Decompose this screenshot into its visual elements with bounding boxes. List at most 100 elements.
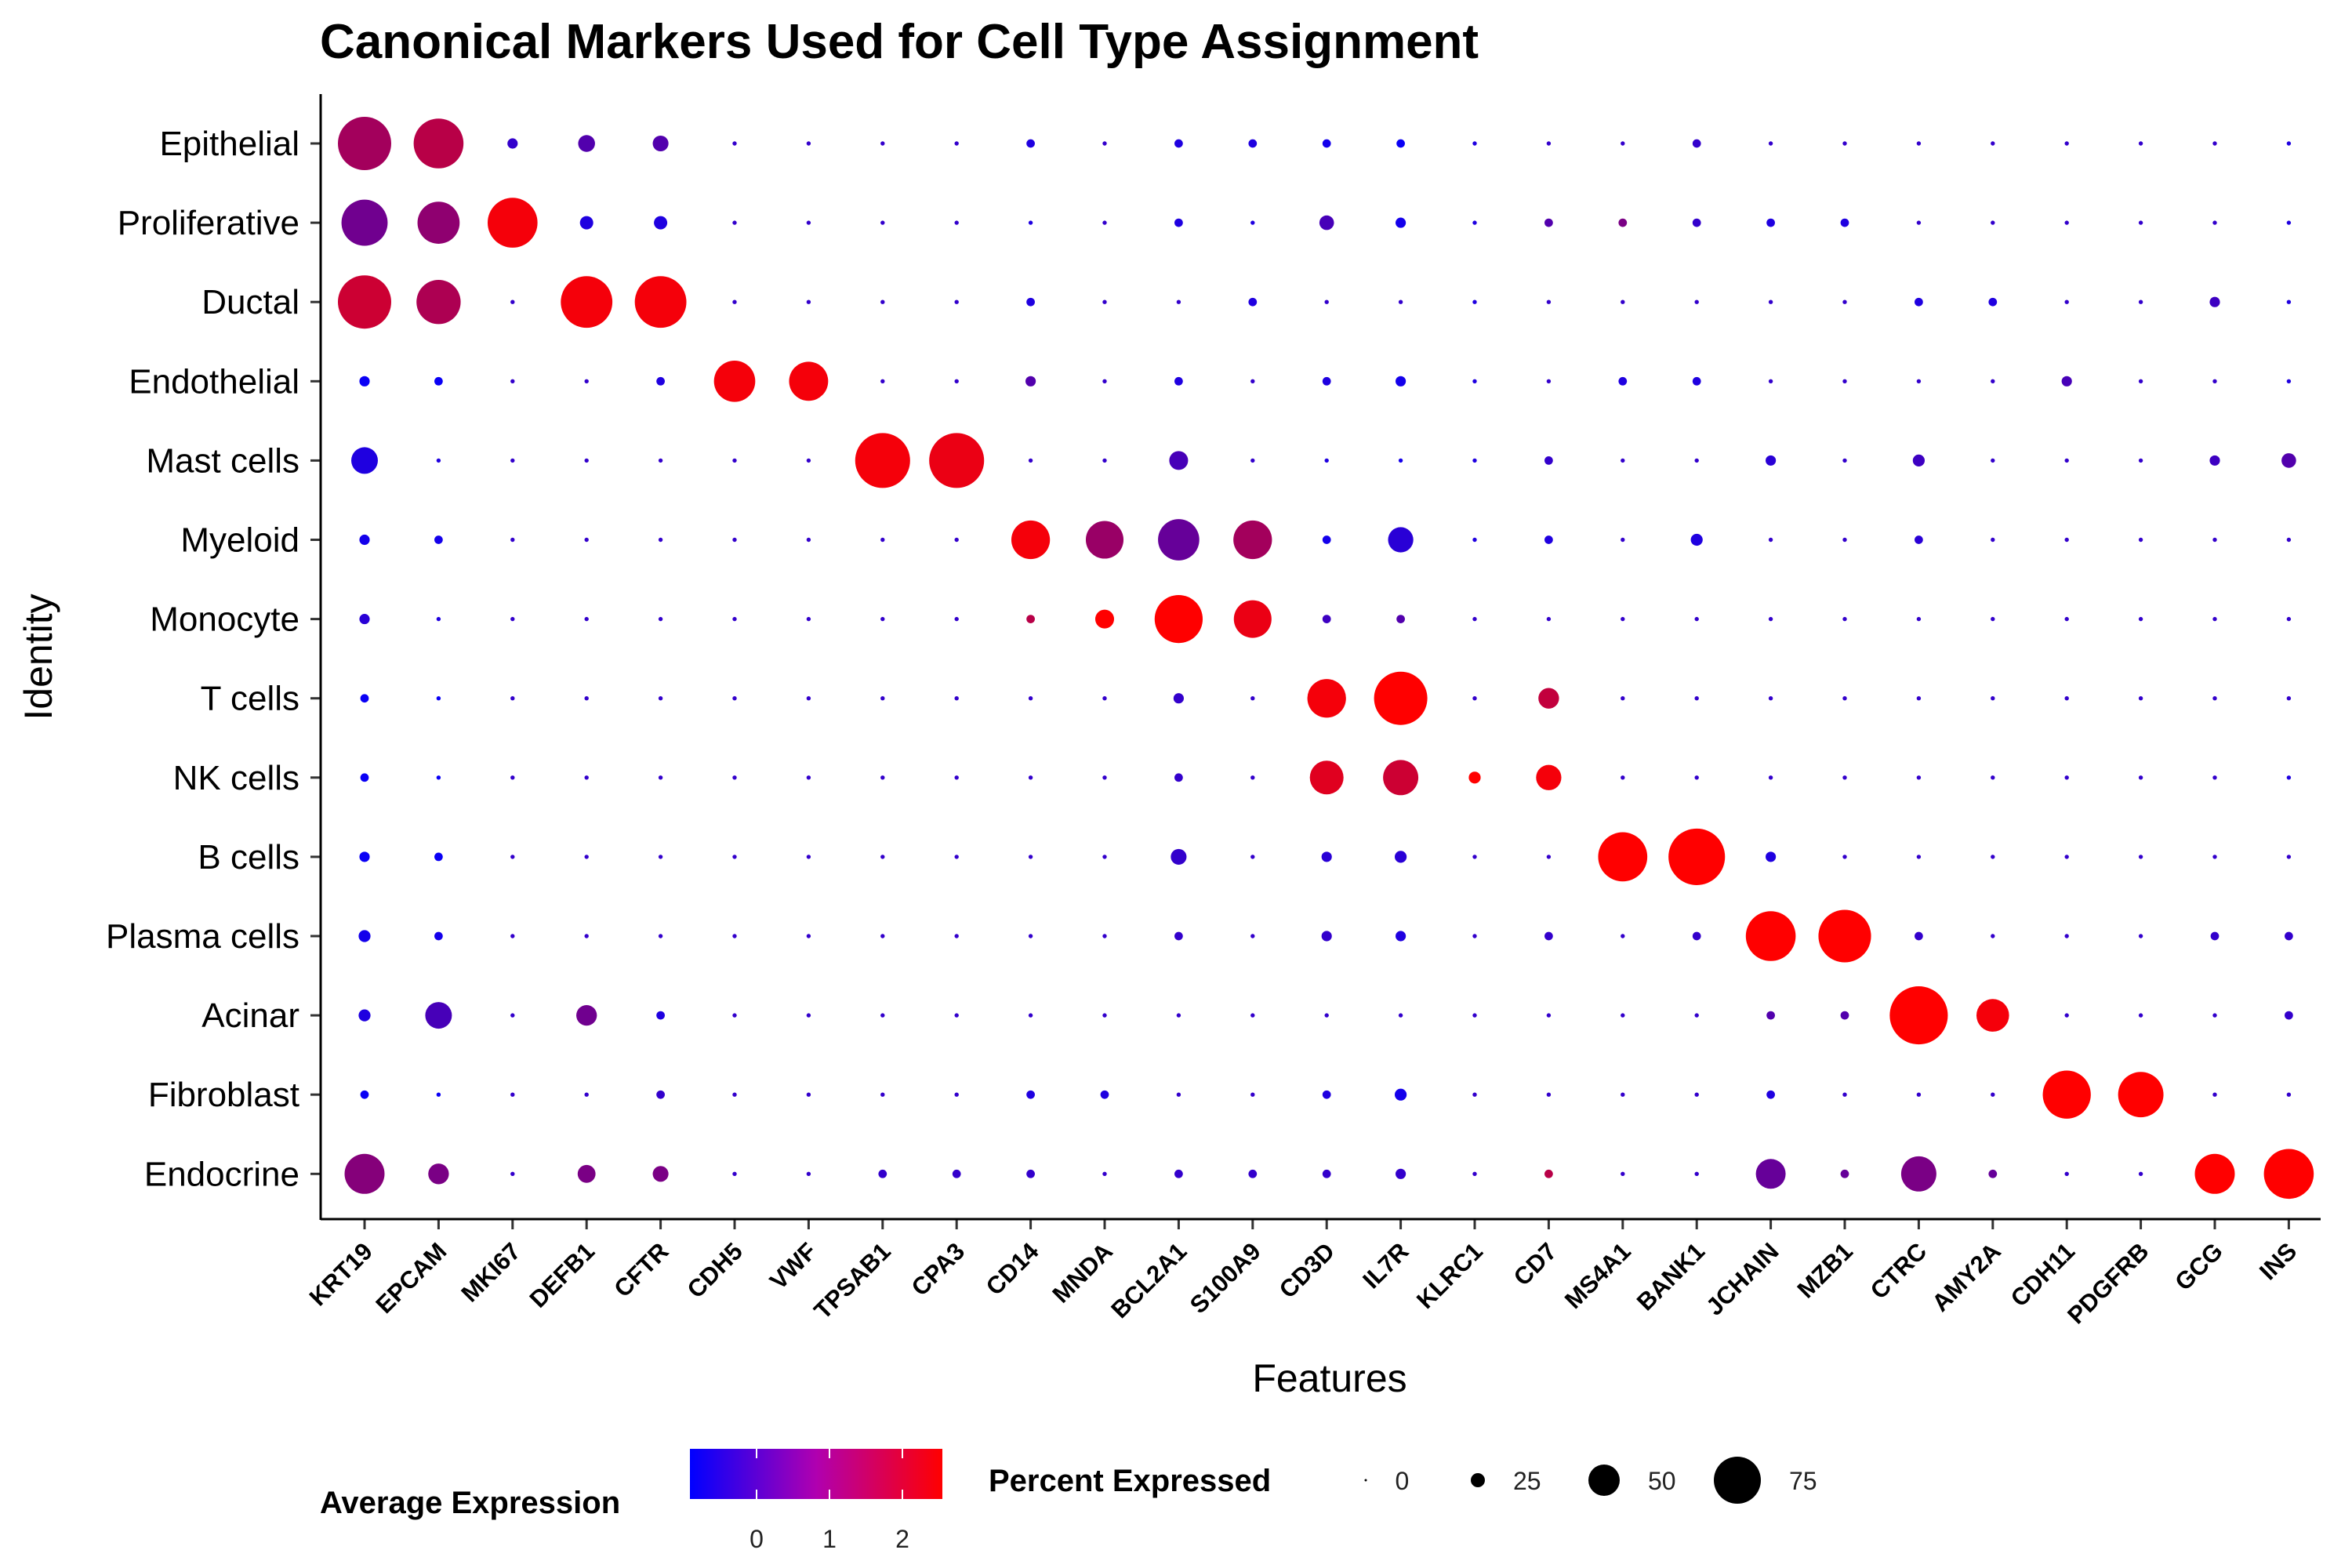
dot [338, 275, 391, 329]
x-tick-label: S100A9 [1185, 1237, 1266, 1319]
dot [1840, 1169, 1849, 1178]
dot [1538, 688, 1559, 709]
y-tick-label: T cells [201, 680, 299, 718]
dot [1694, 299, 1699, 304]
dot [1472, 537, 1477, 543]
dot [1154, 594, 1203, 644]
x-tick-label: TPSAB1 [809, 1237, 896, 1324]
dot [1102, 299, 1107, 304]
dot [1102, 855, 1107, 859]
dot [1250, 220, 1255, 225]
dot [2286, 855, 2292, 859]
dot [1766, 455, 1777, 466]
dot [2064, 537, 2069, 543]
dot [434, 931, 443, 941]
dot [732, 1171, 737, 1176]
dot [1174, 773, 1183, 782]
dot [436, 616, 441, 622]
dot [1026, 1090, 1035, 1099]
dot [1396, 376, 1406, 387]
color-legend-bar [690, 1449, 942, 1499]
dot [732, 1092, 737, 1097]
dot [1991, 855, 1995, 859]
dot [2064, 775, 2069, 780]
x-tick-label: MS4A1 [1559, 1237, 1636, 1314]
dot [584, 855, 589, 859]
dot [1324, 299, 1329, 304]
dot [1988, 1169, 1998, 1178]
dot [1250, 1013, 1255, 1018]
dot [576, 1004, 597, 1026]
dot [2286, 775, 2292, 780]
y-axis-title: Identity [16, 593, 60, 720]
dot [436, 1092, 441, 1097]
dot [1546, 616, 1552, 622]
dot [658, 855, 663, 859]
y-tick-label: B cells [198, 838, 299, 877]
color-legend-tick-label: 0 [750, 1525, 764, 1553]
dot [341, 199, 388, 246]
dot [2138, 1013, 2143, 1018]
dot [880, 616, 885, 622]
dot [732, 616, 737, 622]
dot [1324, 458, 1329, 463]
dot [878, 1169, 887, 1178]
dot [436, 696, 441, 701]
dot [1912, 454, 1925, 467]
y-tick-label: Endothelial [129, 362, 299, 401]
dot [652, 1166, 669, 1182]
dot [1915, 297, 1923, 307]
dot [1694, 458, 1699, 463]
y-tick-label: Plasma cells [106, 917, 299, 956]
dot [880, 1013, 885, 1018]
dot [1248, 1169, 1258, 1178]
dot [1546, 855, 1552, 859]
dot [1991, 220, 1995, 225]
dot [1889, 986, 1948, 1045]
dot [1915, 535, 1923, 544]
dot [1991, 1092, 1995, 1097]
dot [416, 280, 461, 325]
dot [1026, 1169, 1035, 1178]
dot [806, 775, 811, 780]
dot [1250, 1092, 1255, 1097]
dot [510, 458, 515, 463]
x-tick-label: CD14 [981, 1237, 1044, 1301]
dot [359, 534, 370, 546]
x-tick-label: BANK1 [1632, 1237, 1710, 1316]
x-tick-label: CD7 [1508, 1237, 1563, 1291]
dot [1472, 1171, 1477, 1176]
size-legend-dot [1364, 1479, 1367, 1482]
dot [1174, 1169, 1183, 1178]
x-tick-label: CTRC [1865, 1237, 1933, 1305]
dot [1991, 775, 1995, 780]
dot [1374, 671, 1428, 725]
dot [2138, 379, 2143, 383]
dot [1026, 297, 1035, 307]
dot [584, 616, 589, 622]
dot [1991, 458, 1995, 463]
dot [880, 775, 885, 780]
dot [1102, 458, 1107, 463]
dot [1102, 141, 1107, 146]
dot [1472, 855, 1477, 859]
dot [2212, 1092, 2217, 1097]
dot [732, 855, 737, 859]
size-legend-dot [1714, 1457, 1761, 1504]
x-tick-label: JCHAIN [1700, 1237, 1784, 1320]
dot [1694, 775, 1699, 780]
dot [880, 1092, 885, 1097]
x-tick-label: CDH11 [2005, 1237, 2080, 1312]
dot [2064, 934, 2069, 938]
dot [2138, 934, 2143, 938]
dot [1321, 851, 1332, 862]
dot [358, 1009, 371, 1022]
dot [1173, 693, 1184, 704]
dot [2286, 1092, 2292, 1097]
dot [1102, 220, 1107, 225]
dot [952, 1169, 961, 1178]
dot [1102, 379, 1107, 383]
dot [434, 852, 443, 862]
dot [1916, 1092, 1922, 1097]
